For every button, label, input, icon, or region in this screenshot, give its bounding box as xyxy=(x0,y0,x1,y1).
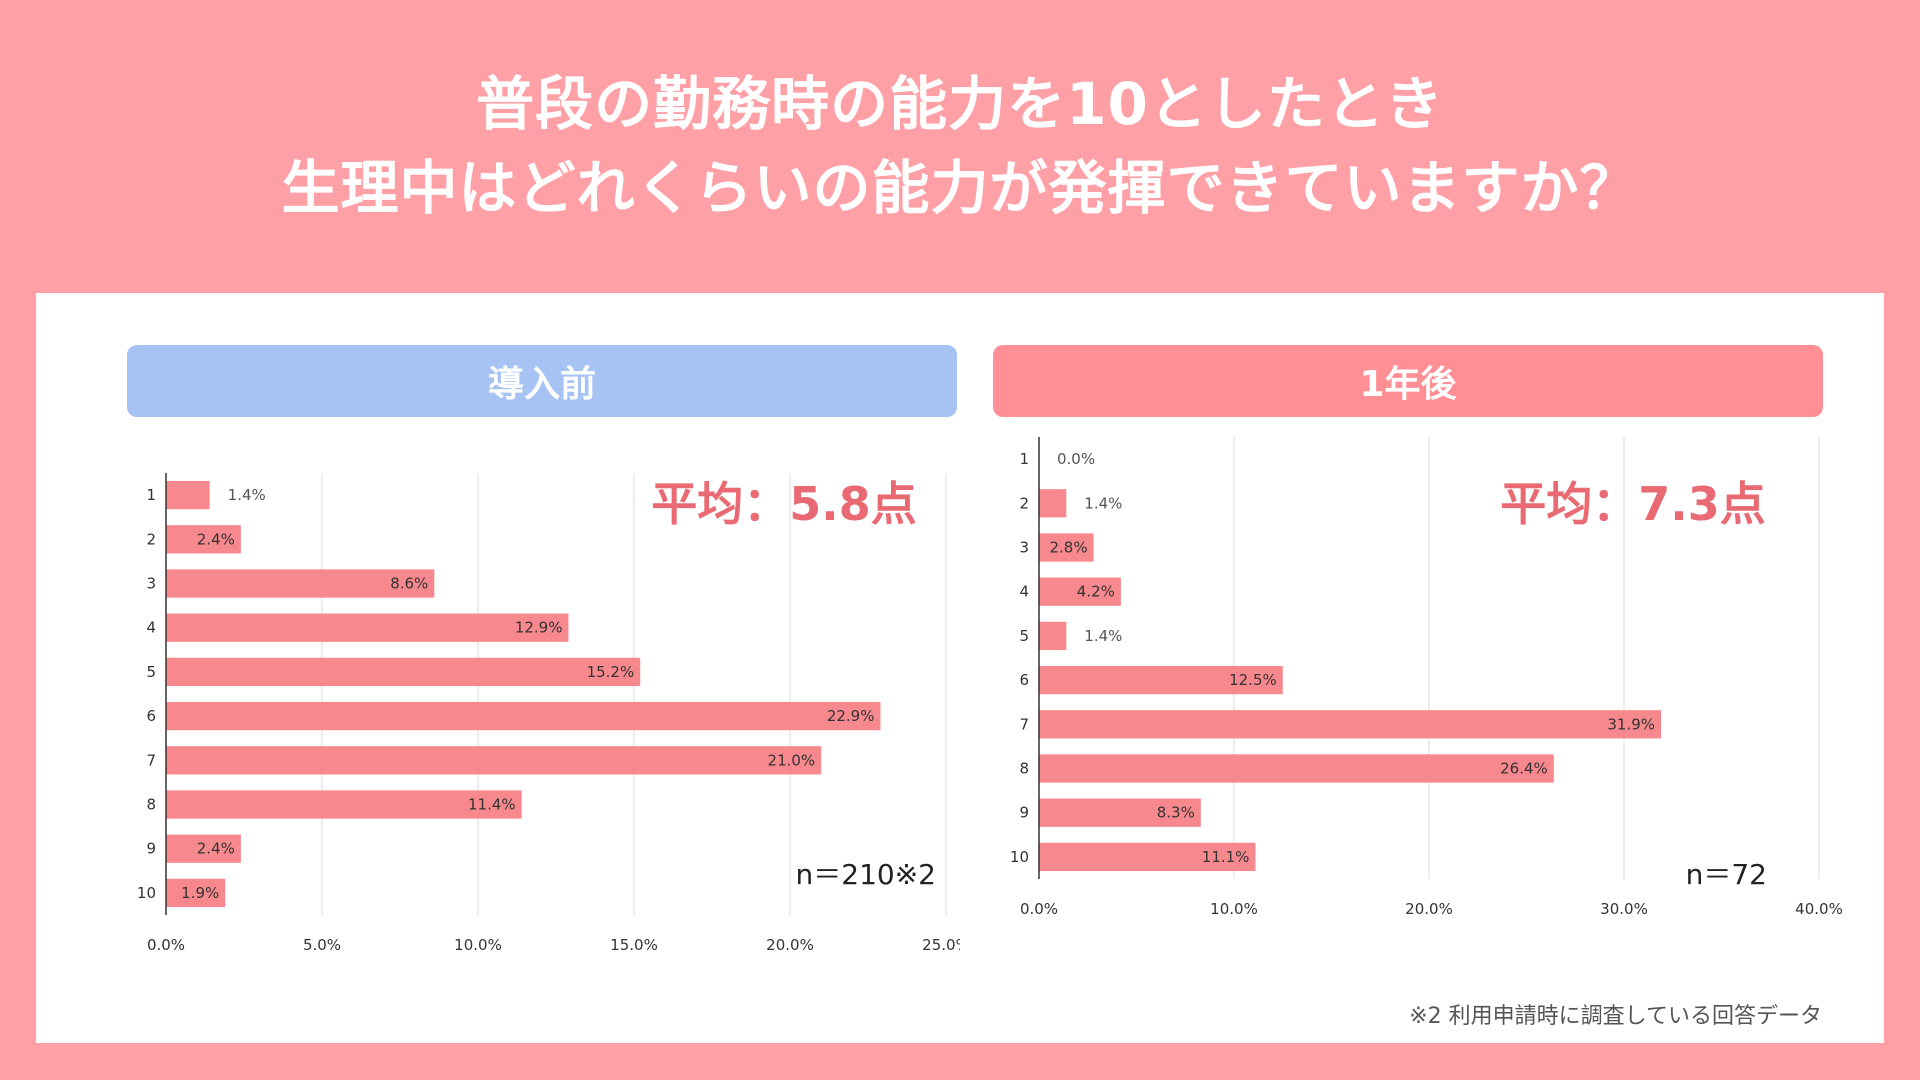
before-bar xyxy=(166,569,435,598)
before-category-label: 3 xyxy=(146,575,156,593)
before-sample-size: n＝210※2 xyxy=(796,858,936,891)
before-category-label: 6 xyxy=(146,707,156,725)
after-category-label: 6 xyxy=(1019,671,1029,689)
before-xtick-label: 0.0% xyxy=(147,936,185,954)
after-category-label: 3 xyxy=(1019,539,1029,557)
after-bar xyxy=(1039,533,1094,562)
after-data-label: 12.5% xyxy=(1229,671,1277,689)
before-bar xyxy=(166,878,226,908)
before-category-label: 7 xyxy=(146,751,156,769)
title-line-1: 普段の勤務時の能力を10としたとき xyxy=(476,70,1444,138)
before-category-label: 1 xyxy=(146,486,156,504)
after-data-label: 1.4% xyxy=(1084,494,1122,512)
chart-panel: 導入前 1年後 0.0%5.0%10.0%15.0%20.0%25.0%11.4… xyxy=(36,293,1884,1043)
before-data-label: 8.6% xyxy=(390,575,428,593)
header-before: 導入前 xyxy=(127,345,957,417)
after-data-label: 8.3% xyxy=(1157,804,1195,822)
after-category-label: 4 xyxy=(1019,583,1029,601)
after-data-label: 31.9% xyxy=(1607,715,1655,733)
header-after: 1年後 xyxy=(993,345,1823,417)
before-xtick-label: 20.0% xyxy=(766,936,814,954)
chart-before: 0.0%5.0%10.0%15.0%20.0%25.0%11.4%22.4%38… xyxy=(137,473,960,954)
before-category-label: 4 xyxy=(146,619,156,637)
after-xtick-label: 10.0% xyxy=(1210,900,1258,918)
before-data-label: 22.9% xyxy=(827,707,875,725)
after-category-label: 9 xyxy=(1019,804,1029,822)
after-bar xyxy=(1039,842,1256,872)
after-data-label: 4.2% xyxy=(1077,583,1115,601)
before-category-label: 9 xyxy=(146,840,156,858)
before-bar xyxy=(166,480,210,510)
after-xtick-label: 20.0% xyxy=(1405,900,1453,918)
before-bar xyxy=(166,613,569,642)
before-category-label: 5 xyxy=(146,663,156,681)
after-data-label: 1.4% xyxy=(1084,627,1122,645)
after-category-label: 8 xyxy=(1019,760,1029,778)
after-bar xyxy=(1039,798,1201,827)
after-xtick-label: 0.0% xyxy=(1020,900,1058,918)
after-data-label: 11.1% xyxy=(1202,848,1250,866)
before-xtick-label: 5.0% xyxy=(303,936,341,954)
before-category-label: 10 xyxy=(137,884,156,902)
before-bar xyxy=(166,657,641,687)
after-bar xyxy=(1039,665,1283,695)
after-category-label: 10 xyxy=(1010,848,1029,866)
title-line-2: 生理中はどれくらいの能力が発揮できていますか？ xyxy=(281,154,1639,222)
before-data-label: 11.4% xyxy=(468,796,516,814)
before-data-label: 2.4% xyxy=(197,530,235,548)
after-xtick-label: 30.0% xyxy=(1600,900,1648,918)
after-category-label: 1 xyxy=(1019,450,1029,468)
before-data-label: 12.9% xyxy=(515,619,563,637)
after-sample-size: n＝72 xyxy=(1686,858,1767,891)
before-data-label: 1.4% xyxy=(228,486,266,504)
after-bar xyxy=(1039,754,1554,783)
after-data-label: 0.0% xyxy=(1057,450,1095,468)
after-category-label: 7 xyxy=(1019,715,1029,733)
before-bar xyxy=(166,790,522,819)
before-data-label: 21.0% xyxy=(768,751,816,769)
after-data-label: 2.8% xyxy=(1049,539,1087,557)
before-bar xyxy=(166,834,241,863)
before-xtick-label: 15.0% xyxy=(610,936,658,954)
after-xtick-label: 40.0% xyxy=(1795,900,1843,918)
after-bar xyxy=(1039,621,1067,651)
before-bar xyxy=(166,525,241,554)
after-category-label: 5 xyxy=(1019,627,1029,645)
after-bar xyxy=(1039,710,1662,739)
after-data-label: 26.4% xyxy=(1500,760,1548,778)
before-xtick-label: 25.0% xyxy=(922,936,960,954)
before-data-label: 15.2% xyxy=(587,663,635,681)
before-data-label: 1.9% xyxy=(181,884,219,902)
after-average: 平均：7.3点 xyxy=(1500,477,1766,531)
before-category-label: 2 xyxy=(146,530,156,548)
before-xtick-label: 10.0% xyxy=(454,936,502,954)
before-data-label: 2.4% xyxy=(197,840,235,858)
before-bar xyxy=(166,701,881,731)
page-title: 普段の勤務時の能力を10としたとき 生理中はどれくらいの能力が発揮できていますか… xyxy=(0,62,1920,230)
after-bar xyxy=(1039,577,1121,606)
before-category-label: 8 xyxy=(146,796,156,814)
chart-after: 0.0% 10.0% 20.0% 30.0% 40.0%1 0.0%2 1.4%3 2.8%4… xyxy=(1010,437,1843,918)
before-average: 平均：5.8点 xyxy=(651,477,917,531)
after-bar xyxy=(1039,489,1067,518)
after-category-label: 2 xyxy=(1019,494,1029,512)
footnote: ※2 利用申請時に調査している回答データ xyxy=(1409,1004,1822,1029)
before-bar xyxy=(166,746,822,775)
